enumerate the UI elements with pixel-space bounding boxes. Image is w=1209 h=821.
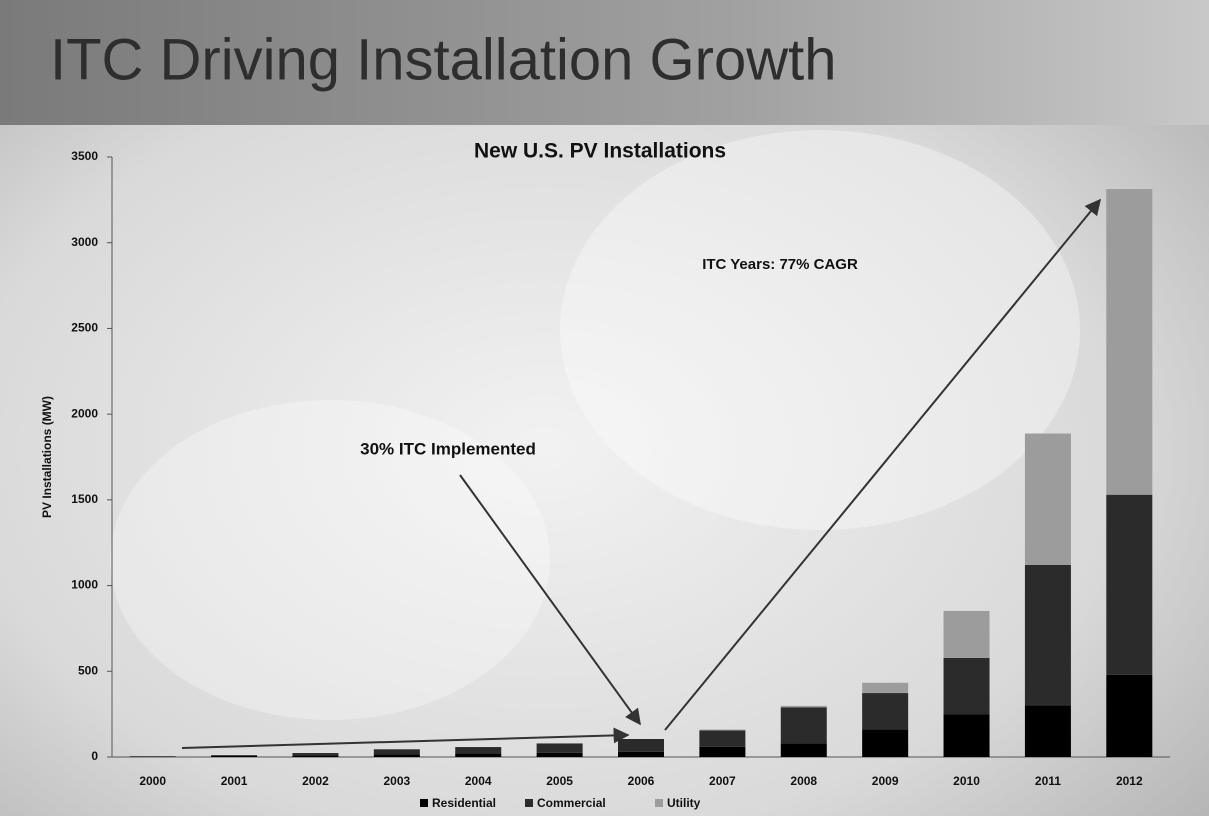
bar-segment — [211, 755, 257, 756]
bar-segment — [781, 743, 827, 757]
bar-segment — [944, 611, 990, 658]
bar-segment — [455, 754, 501, 757]
bar-segment — [944, 714, 990, 757]
bar-segment — [1025, 565, 1071, 706]
y-tick-label: 2500 — [71, 321, 98, 335]
bar-segment — [374, 749, 420, 754]
x-tick-label: 2005 — [546, 774, 573, 788]
legend-label: Residential — [432, 796, 496, 810]
y-tick-label: 1500 — [71, 492, 98, 506]
bar-segment — [292, 753, 338, 755]
bar-segment — [1106, 675, 1152, 757]
bar-segment — [537, 753, 583, 757]
y-axis-label: PV Installations (MW) — [40, 396, 54, 518]
bar-segment — [374, 754, 420, 757]
x-tick-label: 2009 — [872, 774, 899, 788]
bar-segment — [618, 752, 664, 757]
bar-segment — [537, 743, 583, 752]
x-tick-label: 2002 — [302, 774, 329, 788]
x-tick-label: 2006 — [628, 774, 655, 788]
x-tick-label: 2004 — [465, 774, 492, 788]
y-tick-label: 3000 — [71, 235, 98, 249]
x-tick-label: 2001 — [221, 774, 248, 788]
bar-segment — [618, 739, 664, 752]
bar-segment — [699, 730, 745, 731]
bar-segment — [1025, 706, 1071, 757]
cloud — [560, 130, 1080, 530]
chart-title: New U.S. PV Installations — [474, 140, 726, 163]
bar-segment — [292, 755, 338, 757]
bar-segment — [1106, 495, 1152, 675]
bar-segment — [211, 756, 257, 757]
bar-segment — [699, 747, 745, 757]
annotation: ITC Years: 77% CAGR — [702, 256, 858, 273]
y-tick-label: 500 — [78, 663, 98, 677]
x-tick-label: 2000 — [139, 774, 166, 788]
slide-title: ITC Driving Installation Growth — [50, 27, 836, 92]
bar-segment — [130, 756, 176, 757]
x-tick-label: 2011 — [1035, 774, 1061, 788]
bar-segment — [455, 747, 501, 754]
bar-segment — [781, 707, 827, 743]
legend-swatch — [525, 799, 533, 807]
x-tick-label: 2003 — [383, 774, 410, 788]
bar-segment — [862, 730, 908, 757]
y-tick-label: 1000 — [71, 578, 98, 592]
legend-swatch — [420, 799, 428, 807]
bar-segment — [1025, 434, 1071, 565]
bar-segment — [944, 658, 990, 714]
x-tick-label: 2010 — [953, 774, 980, 788]
y-tick-label: 2000 — [71, 406, 98, 420]
y-tick-label: 0 — [91, 749, 98, 763]
x-tick-label: 2012 — [1116, 774, 1143, 788]
slide: ITC Driving Installation Growth New U.S.… — [0, 0, 1209, 816]
y-tick-label: 3500 — [71, 149, 98, 163]
legend-label: Utility — [667, 796, 701, 810]
bar-segment — [862, 683, 908, 693]
bar-segment — [1106, 189, 1152, 495]
legend-swatch — [655, 799, 663, 807]
bar-segment — [699, 730, 745, 746]
bar-segment — [781, 706, 827, 707]
bar-segment — [862, 693, 908, 730]
x-tick-label: 2007 — [709, 774, 736, 788]
annotation: 30% ITC Implemented — [360, 439, 536, 458]
legend-label: Commercial — [537, 796, 606, 810]
x-tick-label: 2008 — [790, 774, 817, 788]
